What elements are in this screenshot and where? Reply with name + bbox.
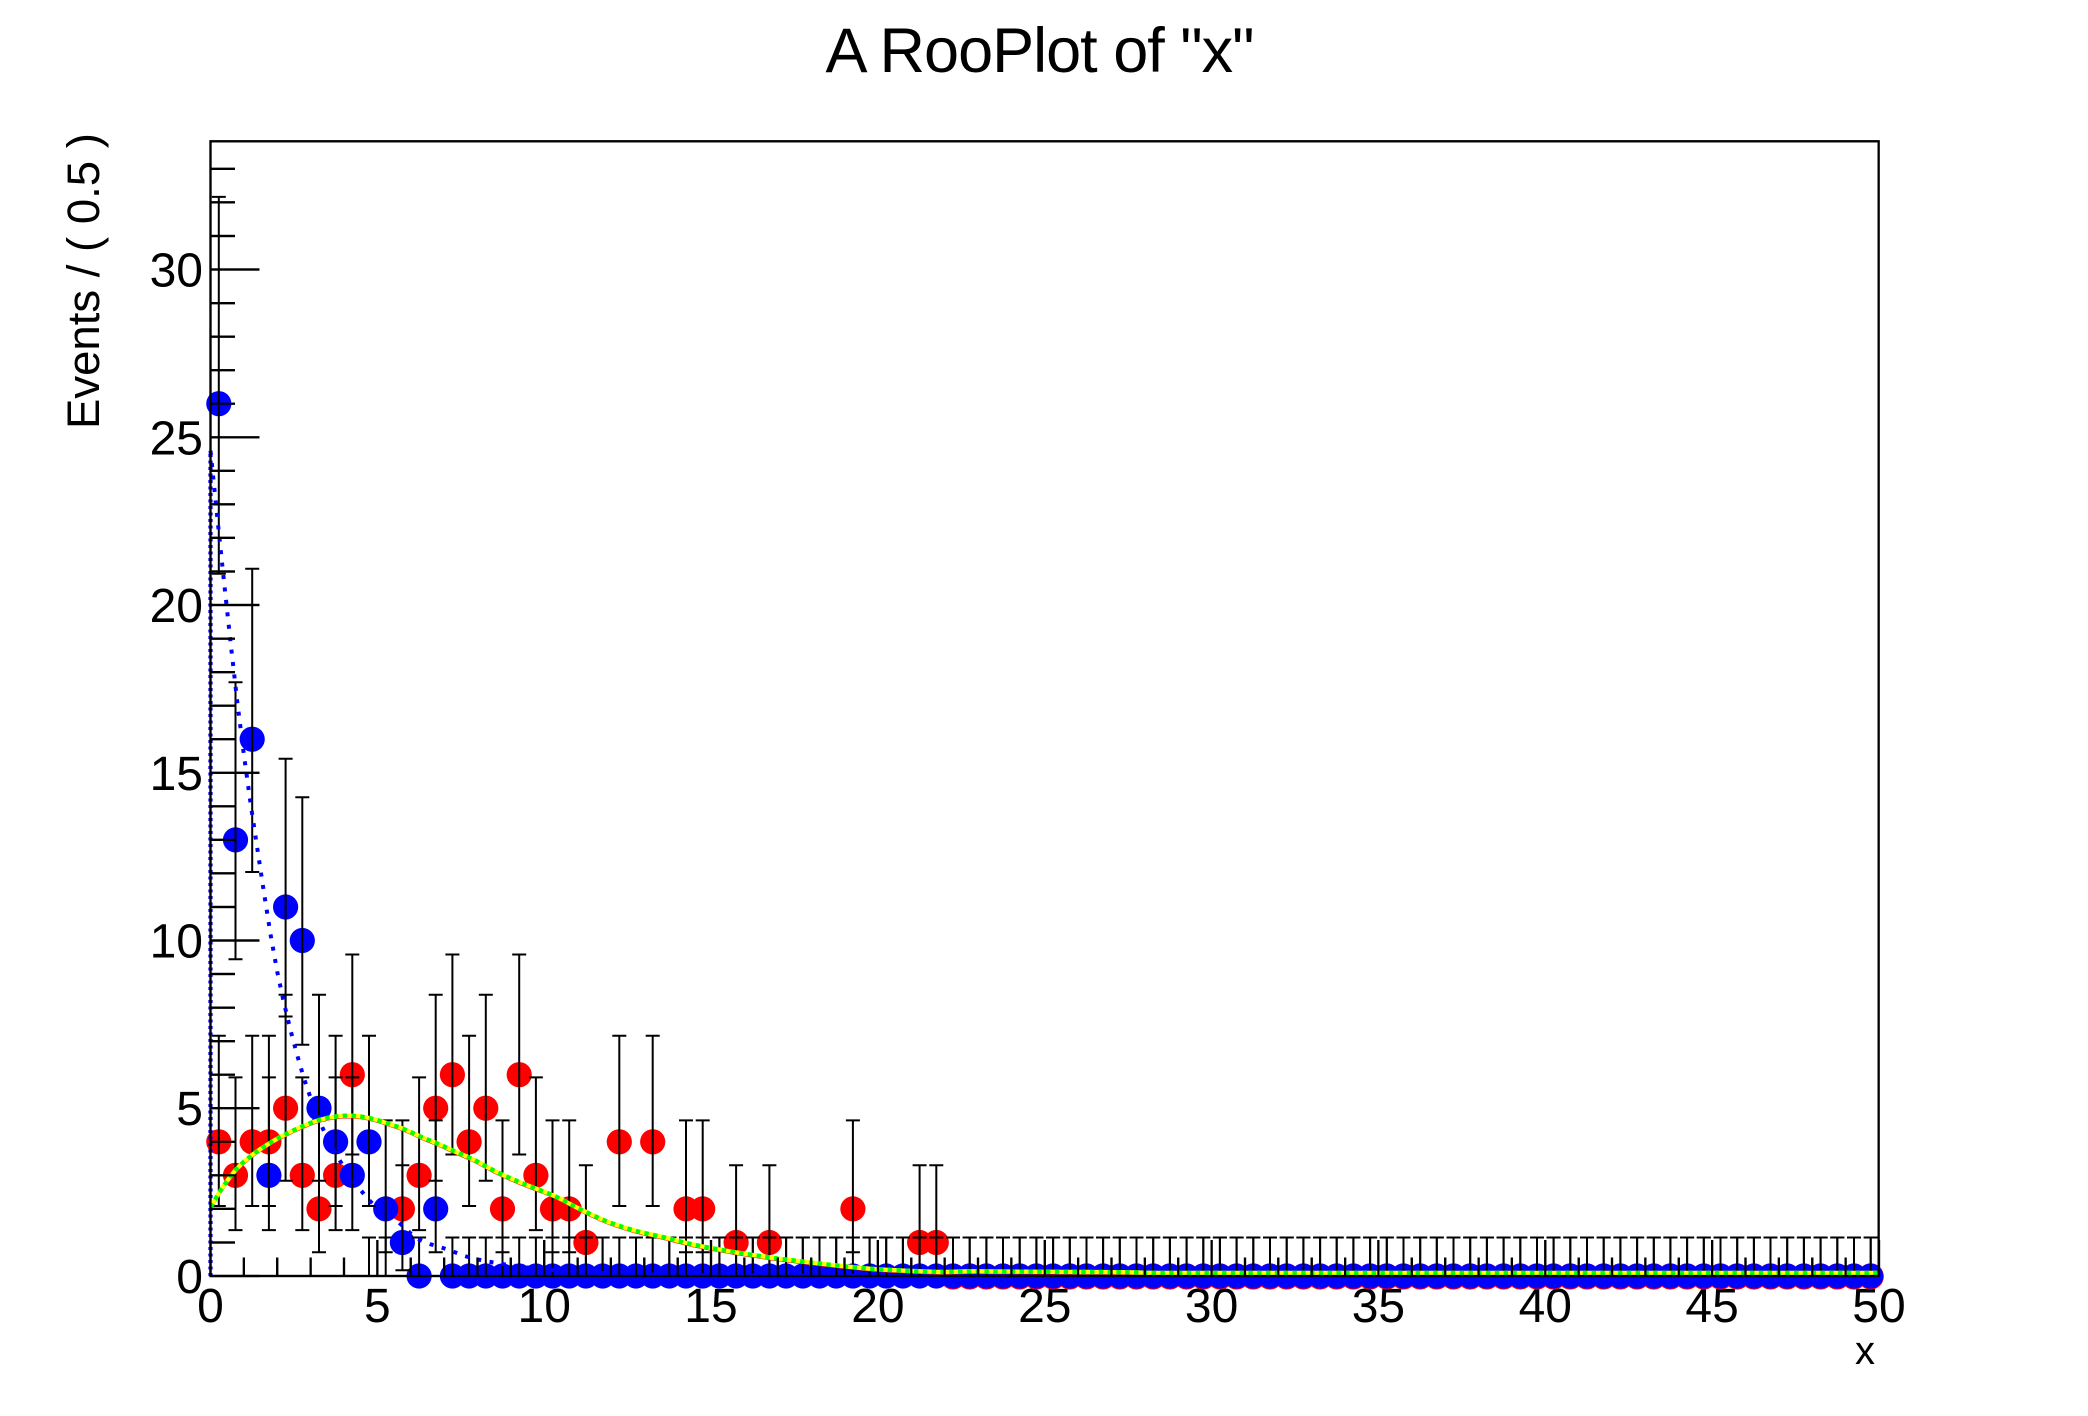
svg-text:20: 20: [851, 1280, 904, 1333]
svg-text:25: 25: [150, 412, 203, 465]
svg-text:10: 10: [518, 1280, 571, 1333]
svg-text:0: 0: [197, 1280, 224, 1333]
svg-text:30: 30: [150, 245, 203, 298]
svg-text:25: 25: [1018, 1280, 1071, 1333]
svg-text:40: 40: [1519, 1280, 1572, 1333]
svg-text:50: 50: [1852, 1280, 1905, 1333]
svg-text:0: 0: [176, 1251, 203, 1304]
svg-text:A RooPlot of "x": A RooPlot of "x": [826, 16, 1255, 86]
svg-text:35: 35: [1352, 1280, 1405, 1333]
svg-text:30: 30: [1185, 1280, 1238, 1333]
svg-text:Events / ( 0.5 ): Events / ( 0.5 ): [58, 133, 109, 429]
svg-text:20: 20: [150, 580, 203, 633]
svg-text:x: x: [1855, 1329, 1875, 1373]
svg-text:15: 15: [150, 748, 203, 801]
svg-text:5: 5: [176, 1083, 203, 1136]
svg-text:5: 5: [364, 1280, 391, 1333]
svg-text:15: 15: [684, 1280, 737, 1333]
svg-text:45: 45: [1685, 1280, 1738, 1333]
svg-text:10: 10: [150, 916, 203, 969]
